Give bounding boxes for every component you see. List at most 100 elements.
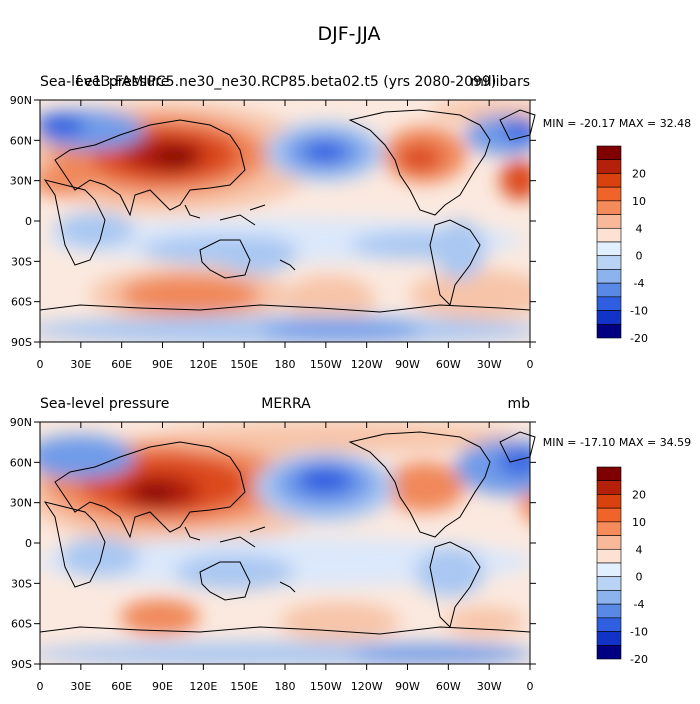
colorbar-swatch [596,590,622,605]
colorbar-swatch [596,603,622,619]
colorbar-swatch [596,241,622,257]
lon-tick-label: 150E [230,680,258,693]
lat-tick-label: 60S [11,618,32,631]
lon-tick-label: 180 [275,680,296,693]
colorbar-swatch [596,186,622,202]
colorbar-swatch [596,255,622,270]
lat-tick-label: 30S [11,577,32,590]
colorbar: 20 10 4 0 -4 -10 -20 [596,466,648,666]
lon-tick-label: 120W [351,680,383,693]
colorbar-swatch [596,521,622,536]
coastlines [39,109,536,313]
colorbar-swatch [596,507,622,523]
lon-tick-label: 180 [275,358,296,371]
lat-tick-label: 90N [10,416,32,429]
panel-left-title: Sea-level pressure [40,74,169,90]
colorbar-swatch [596,310,622,325]
lon-tick-label: 60E [111,358,132,371]
colorbar-label: -4 [634,277,645,290]
lat-tick-label: 30N [10,497,32,510]
lon-tick-label: 60W [436,358,461,371]
colorbar-swatch [596,214,622,229]
lat-tick-label: 60N [10,134,32,147]
colorbar-label: -20 [630,332,648,345]
lat-ticks: 90N 60N 30N 0 30S 60S 90S [10,416,536,671]
colorbar-swatch [596,173,622,188]
lat-tick-label: 60S [11,296,32,309]
panel-stats: MIN = -20.17 MAX = 32.48 [543,117,691,130]
lon-tick-label: 150W [310,358,342,371]
lat-tick-label: 60N [10,456,32,469]
lat-ticks: 90N 60N 30N 0 30S 60S 90S [10,94,536,349]
colorbar-swatch [596,480,622,495]
colorbar-label: 10 [632,516,646,529]
figure-title: DJF-JJA [318,23,381,45]
colorbar-swatch [596,548,622,564]
colorbar-label: -20 [630,653,648,666]
colorbar-label: 4 [636,543,643,556]
lat-tick-label: 90S [11,336,32,349]
panel-center-title: MERRA [261,396,311,412]
lon-ticks: 0 30E 60E 90E 120E 150E 180 150W 120W 90W 60W 30W 0 [37,422,534,693]
colorbar: 20 10 4 0 -4 -10 -20 [596,145,648,345]
colorbar-swatch [596,296,622,311]
colorbar-swatch [596,145,622,161]
panel-stats: MIN = -17.10 MAX = 34.59 [543,436,691,449]
colorbar-swatch [596,323,622,339]
lon-tick-label: 90E [152,680,173,693]
panel-reanalysis: Sea-level pressure MERRA mb [10,396,691,693]
lon-tick-label: 120E [189,358,217,371]
colorbar-label: -10 [630,626,648,639]
lon-tick-label: 0 [527,358,534,371]
colorbar-swatch [596,282,622,298]
panel-left-title: Sea-level pressure [40,396,169,412]
lon-tick-label: 120E [189,680,217,693]
colorbar-swatch [596,269,622,284]
colorbar-label: -4 [634,598,645,611]
colorbar-swatch [596,562,622,578]
lon-ticks: 0 30E 60E 90E 120E 150E 180 150W 120W 90W 60W 30W 0 [37,100,534,371]
pressure-field [40,100,530,342]
lon-tick-label: 150W [310,680,342,693]
lat-tick-label: 0 [25,537,32,550]
lat-tick-label: 0 [25,215,32,228]
colorbar-label: 4 [636,222,643,235]
lon-tick-label: 0 [37,358,44,371]
colorbar-label: 20 [632,488,646,501]
colorbar-swatch [596,644,622,660]
panel-units: mb [507,396,530,412]
lon-tick-label: 0 [37,680,44,693]
lon-tick-label: 60W [436,680,461,693]
colorbar-swatch [596,200,622,215]
lon-tick-label: 150E [230,358,258,371]
colorbar-swatch [596,494,622,509]
colorbar-swatch [596,617,622,632]
lon-tick-label: 60E [111,680,132,693]
colorbar-label: -10 [630,305,648,318]
lon-tick-label: 30E [70,358,91,371]
lat-tick-label: 30N [10,175,32,188]
lon-tick-label: 90W [395,358,420,371]
lon-tick-label: 90E [152,358,173,371]
colorbar-swatch [596,159,622,174]
colorbar-swatch [596,535,622,550]
colorbar-swatch [596,466,622,482]
panel-center-title: f.e13.FAMIPC5.ne30_ne30.RCP85.beta02.t5 … [76,74,497,90]
lat-tick-label: 30S [11,255,32,268]
colorbar-swatch [596,631,622,646]
lon-tick-label: 120W [351,358,383,371]
coastlines [39,431,536,635]
colorbar-label: 10 [632,195,646,208]
lat-tick-label: 90S [11,658,32,671]
lon-tick-label: 30E [70,680,91,693]
colorbar-label: 20 [632,167,646,180]
panel-model: Sea-level pressure f.e13.FAMIPC5.ne30_ne… [10,74,691,371]
lat-tick-label: 90N [10,94,32,107]
lon-tick-label: 30W [477,680,502,693]
colorbar-swatch [596,576,622,591]
lon-tick-label: 30W [477,358,502,371]
colorbar-label: 0 [636,250,643,263]
colorbar-label: 0 [636,571,643,584]
lon-tick-label: 90W [395,680,420,693]
